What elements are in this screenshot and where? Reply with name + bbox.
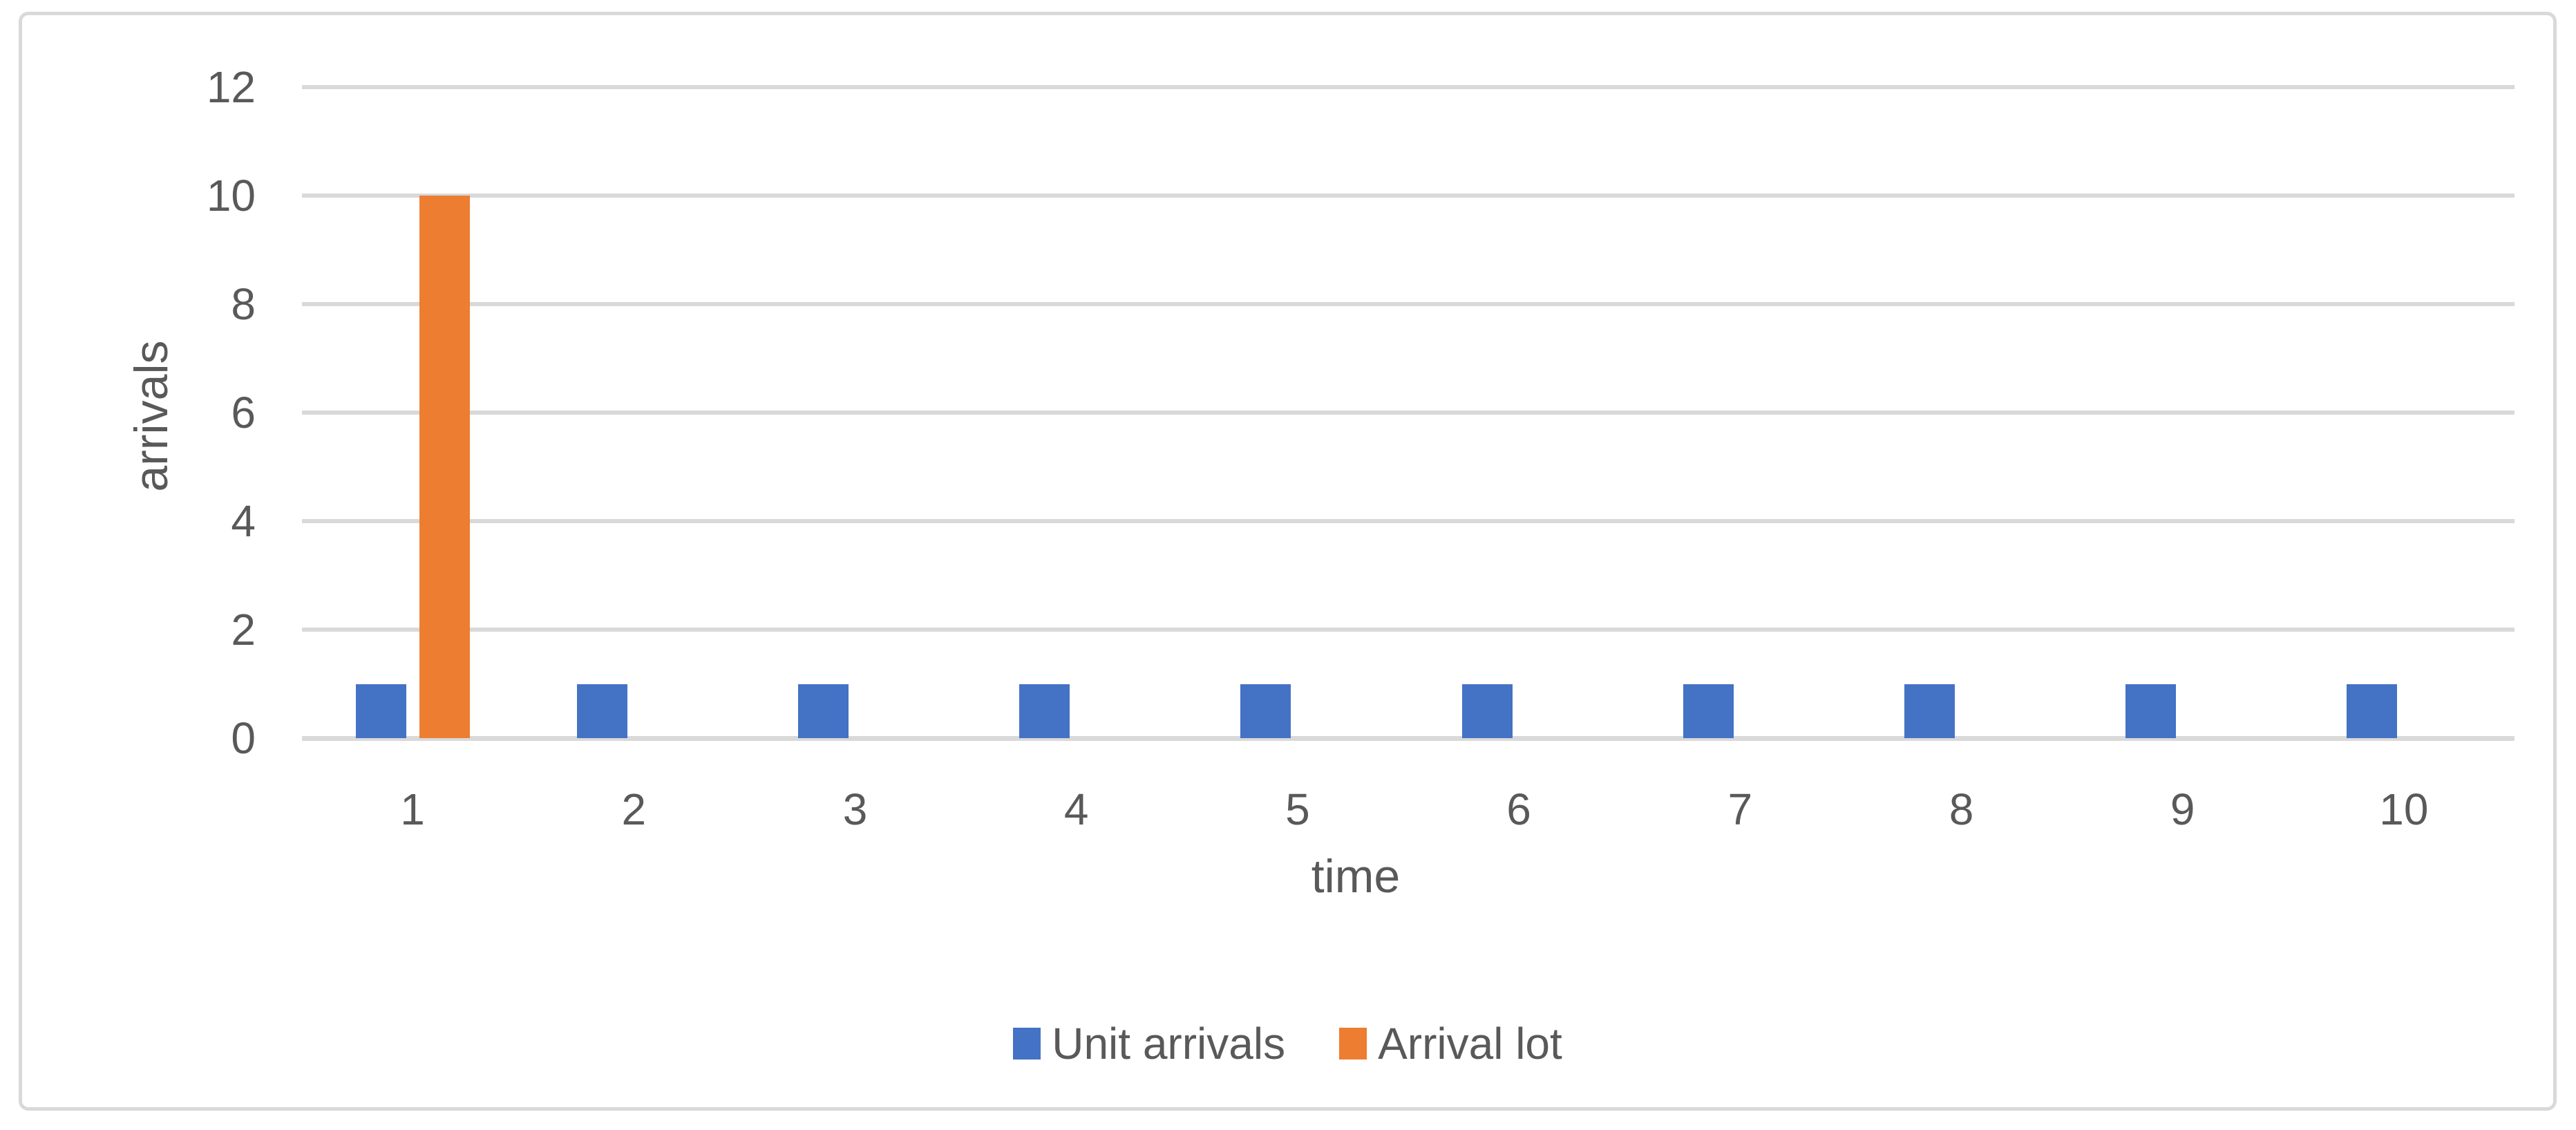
legend-item: Unit arrivals [1013, 1019, 1285, 1068]
legend-label: Arrival lot [1378, 1019, 1562, 1068]
bar-unit-arrivals [576, 684, 627, 738]
y-tick-label: 8 [231, 279, 256, 329]
chart-frame: arrivals 0 2 4 6 8 10 12 1 2 3 4 5 6 7 8 9 10 time Unit … [19, 12, 2557, 1111]
y-tick-label: 4 [231, 496, 256, 546]
plot-area: 0 2 4 6 8 10 12 1 2 3 4 5 6 7 8 9 10 [207, 62, 2515, 831]
gridline [302, 194, 2515, 198]
legend-swatch-unit-arrivals [1013, 1028, 1041, 1060]
bar-unit-arrivals [1019, 684, 1070, 738]
bar-unit-arrivals [2347, 684, 2398, 738]
legend-swatch-arrival-lot [1339, 1028, 1367, 1060]
y-tick-label: 12 [206, 62, 256, 112]
gridline [302, 85, 2515, 89]
bar-unit-arrivals [1461, 684, 1513, 738]
x-tick-label: 5 [1285, 784, 1310, 834]
bar-unit-arrivals [355, 684, 406, 738]
x-tick-label: 4 [1063, 784, 1089, 834]
x-tick-label: 9 [2170, 784, 2195, 834]
bar-arrival-lot [419, 196, 470, 738]
y-tick-label: 10 [206, 171, 256, 220]
gridline [302, 519, 2515, 523]
x-tick-label: 3 [842, 784, 868, 834]
x-tick-label: 10 [2379, 784, 2429, 834]
legend-label: Unit arrivals [1052, 1019, 1286, 1068]
y-tick-label: 6 [231, 388, 256, 437]
bar-unit-arrivals [2125, 684, 2177, 738]
x-tick-label: 6 [1506, 784, 1531, 834]
x-axis-line [302, 736, 2515, 741]
gridline [302, 628, 2515, 632]
bar-unit-arrivals [798, 684, 849, 738]
y-tick-label: 2 [231, 605, 256, 655]
legend-item: Arrival lot [1339, 1019, 1562, 1068]
x-tick-label: 7 [1727, 784, 1753, 834]
bar-unit-arrivals [1683, 684, 1734, 738]
bar-unit-arrivals [1240, 684, 1291, 738]
legend: Unit arrivals Arrival lot [22, 1009, 2553, 1078]
x-tick-label: 2 [621, 784, 647, 834]
y-tick-label: 0 [231, 713, 256, 763]
bar-unit-arrivals [1904, 684, 1955, 738]
x-axis-title: time [1311, 850, 1401, 903]
x-tick-label: 1 [400, 784, 425, 834]
x-tick-label: 8 [1949, 784, 1974, 834]
gridline [302, 411, 2515, 415]
gridline [302, 302, 2515, 306]
